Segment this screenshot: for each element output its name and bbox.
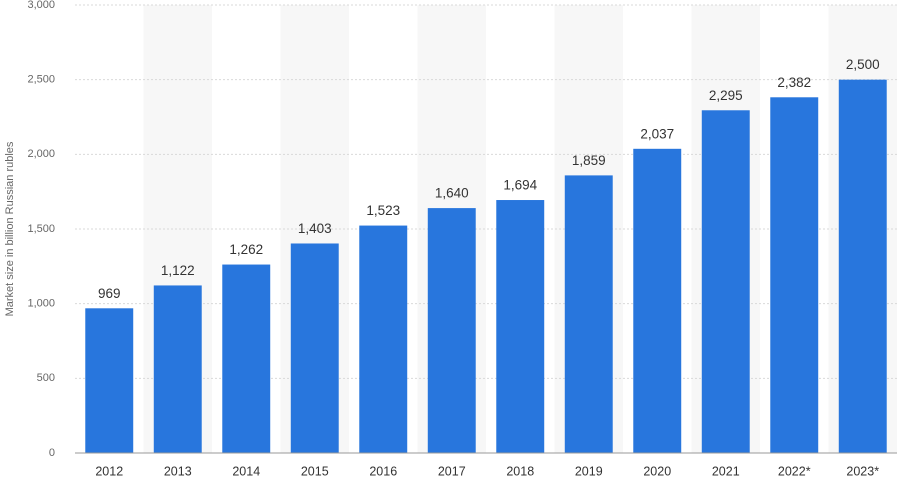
y-tick-label: 3,000 [27, 0, 55, 11]
bar [85, 308, 134, 453]
x-tick-label: 2015 [301, 464, 329, 478]
x-tick-label: 2013 [164, 464, 192, 478]
x-tick-label: 2016 [369, 464, 397, 478]
y-tick-label: 1,500 [27, 223, 55, 235]
y-axis-label: Market size in billion Russian rubles [4, 141, 16, 316]
value-label: 1,694 [503, 178, 537, 193]
bar [290, 243, 339, 453]
x-tick-label: 2020 [643, 464, 671, 478]
x-tick-label: 2022* [778, 464, 811, 478]
x-tick-label: 2014 [232, 464, 260, 478]
value-label: 1,262 [229, 242, 263, 257]
value-label: 2,037 [640, 126, 674, 141]
y-tick-label: 2,000 [27, 148, 55, 160]
value-label: 969 [98, 286, 121, 301]
bar [222, 264, 271, 453]
value-label: 1,523 [366, 203, 400, 218]
bar [359, 225, 408, 453]
y-tick-label: 1,000 [27, 298, 55, 310]
bar [838, 79, 887, 454]
bar [770, 97, 819, 454]
value-label: 2,500 [846, 57, 880, 72]
bar [153, 285, 202, 453]
x-tick-label: 2019 [575, 464, 603, 478]
y-tick-label: 0 [49, 447, 55, 459]
value-label: 1,403 [298, 221, 332, 236]
bar [496, 200, 545, 453]
value-label: 2,295 [709, 88, 743, 103]
y-tick-label: 2,500 [27, 74, 55, 86]
value-label: 1,859 [572, 153, 606, 168]
bar [633, 148, 682, 454]
y-tick-label: 500 [37, 372, 55, 384]
bar [427, 208, 476, 453]
x-tick-label: 2023* [846, 464, 879, 478]
value-label: 1,640 [435, 186, 469, 201]
x-tick-label: 2012 [95, 464, 123, 478]
value-label: 2,382 [777, 75, 811, 90]
x-tick-label: 2021 [712, 464, 740, 478]
x-tick-label: 2017 [438, 464, 466, 478]
x-tick-label: 2018 [506, 464, 534, 478]
bar [564, 175, 613, 453]
bar [701, 110, 750, 453]
value-label: 1,122 [161, 263, 195, 278]
